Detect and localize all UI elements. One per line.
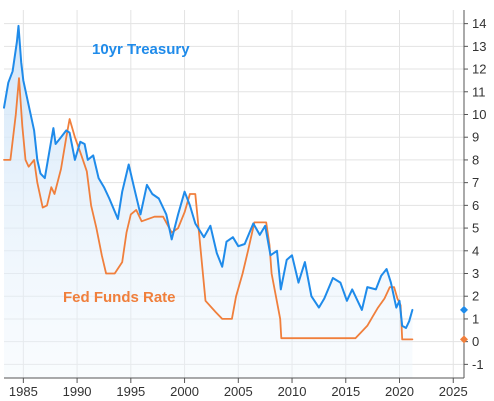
x-tick-label: 2025 — [439, 384, 468, 399]
series-layer — [3, 24, 414, 379]
series-label-fed-funds: Fed Funds Rate — [63, 289, 176, 306]
y-tick-label: 4 — [472, 243, 479, 258]
x-tick-label: 2020 — [385, 384, 414, 399]
x-tick-label: 2010 — [278, 384, 307, 399]
y-tick-label: 6 — [472, 198, 479, 213]
treasury-area-fill — [4, 25, 413, 379]
series-label-treasury: 10yr Treasury — [92, 41, 190, 58]
x-tick-label: 2000 — [170, 384, 199, 399]
y-tick-label: 13 — [472, 39, 486, 54]
y-tick-label: 11 — [472, 84, 486, 99]
y-tick-label: 5 — [472, 221, 479, 236]
x-tick-label: 2005 — [224, 384, 253, 399]
x-tick-label: 1990 — [63, 384, 92, 399]
treasury-end-marker — [460, 305, 468, 314]
y-tick-label: 3 — [472, 266, 479, 281]
series-labels: 10yr Treasury Fed Funds Rate — [63, 41, 190, 306]
fed-funds-end-marker — [460, 335, 468, 344]
y-tick-label: -1 — [472, 357, 484, 372]
y-tick-label: 8 — [472, 152, 479, 167]
x-tick-label: 1995 — [116, 384, 145, 399]
x-tick-label: 2015 — [331, 384, 360, 399]
series-line-treasury — [3, 24, 414, 329]
y-tick-label: 2 — [472, 289, 479, 304]
y-tick-label: 9 — [472, 130, 479, 145]
y-tick-label: 10 — [472, 107, 486, 122]
y-tick-label: 7 — [472, 175, 479, 190]
y-tick-label: 12 — [472, 62, 486, 77]
y-tick-label: 0 — [472, 334, 479, 349]
y-tick-label: 1 — [472, 311, 479, 326]
y-tick-label: 14 — [472, 16, 486, 31]
x-tick-label: 1985 — [9, 384, 38, 399]
